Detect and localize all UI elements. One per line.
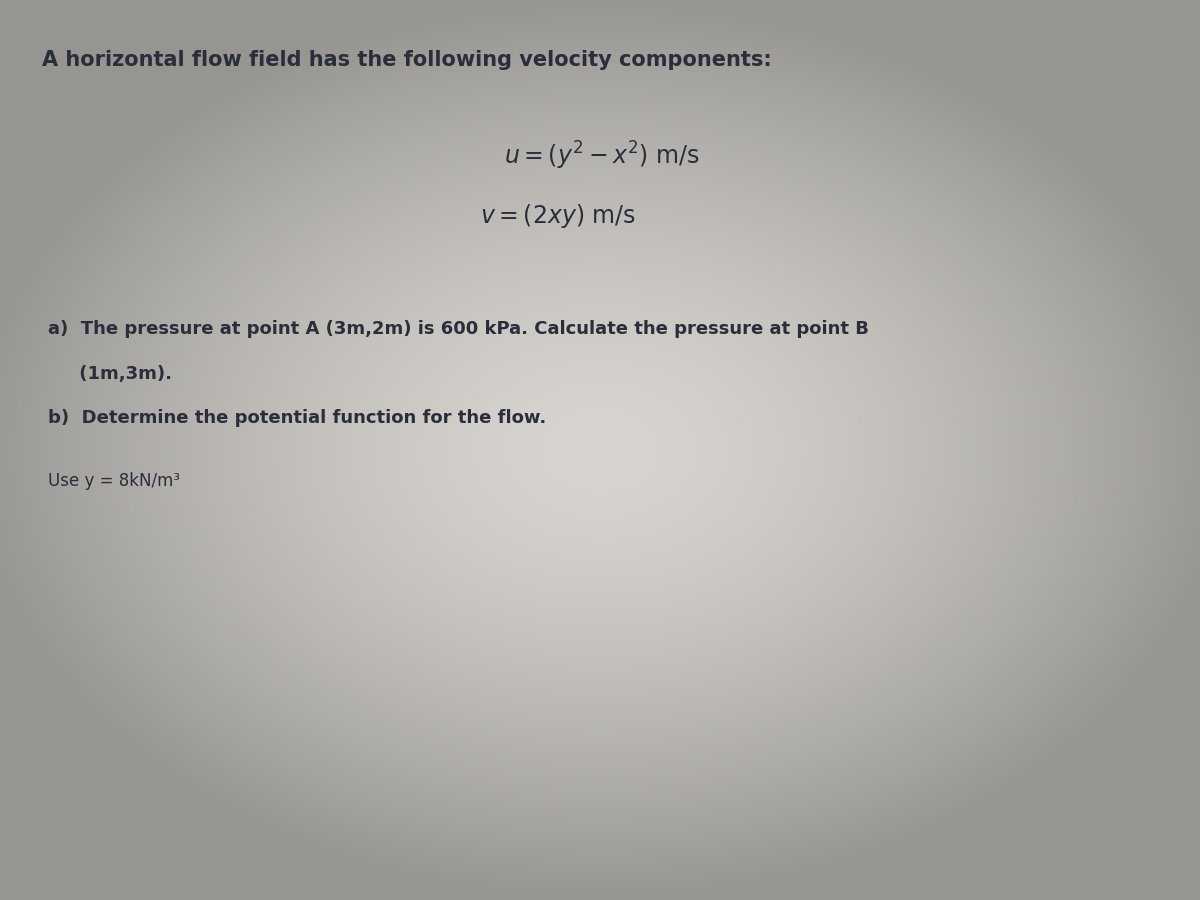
Text: $u = (y^2 - x^2)$ m/s: $u = (y^2 - x^2)$ m/s <box>504 140 700 172</box>
Text: b)  Determine the potential function for the flow.: b) Determine the potential function for … <box>48 410 546 427</box>
Text: (1m,3m).: (1m,3m). <box>48 364 172 382</box>
Text: a)  The pressure at point A (3m,2m) is 600 kPa. Calculate the pressure at point : a) The pressure at point A (3m,2m) is 60… <box>48 320 869 338</box>
Text: $v = (2xy)$ m/s: $v = (2xy)$ m/s <box>480 202 636 230</box>
Text: A horizontal flow field has the following velocity components:: A horizontal flow field has the followin… <box>42 50 772 69</box>
Text: Use y = 8kN/m³: Use y = 8kN/m³ <box>48 472 180 490</box>
